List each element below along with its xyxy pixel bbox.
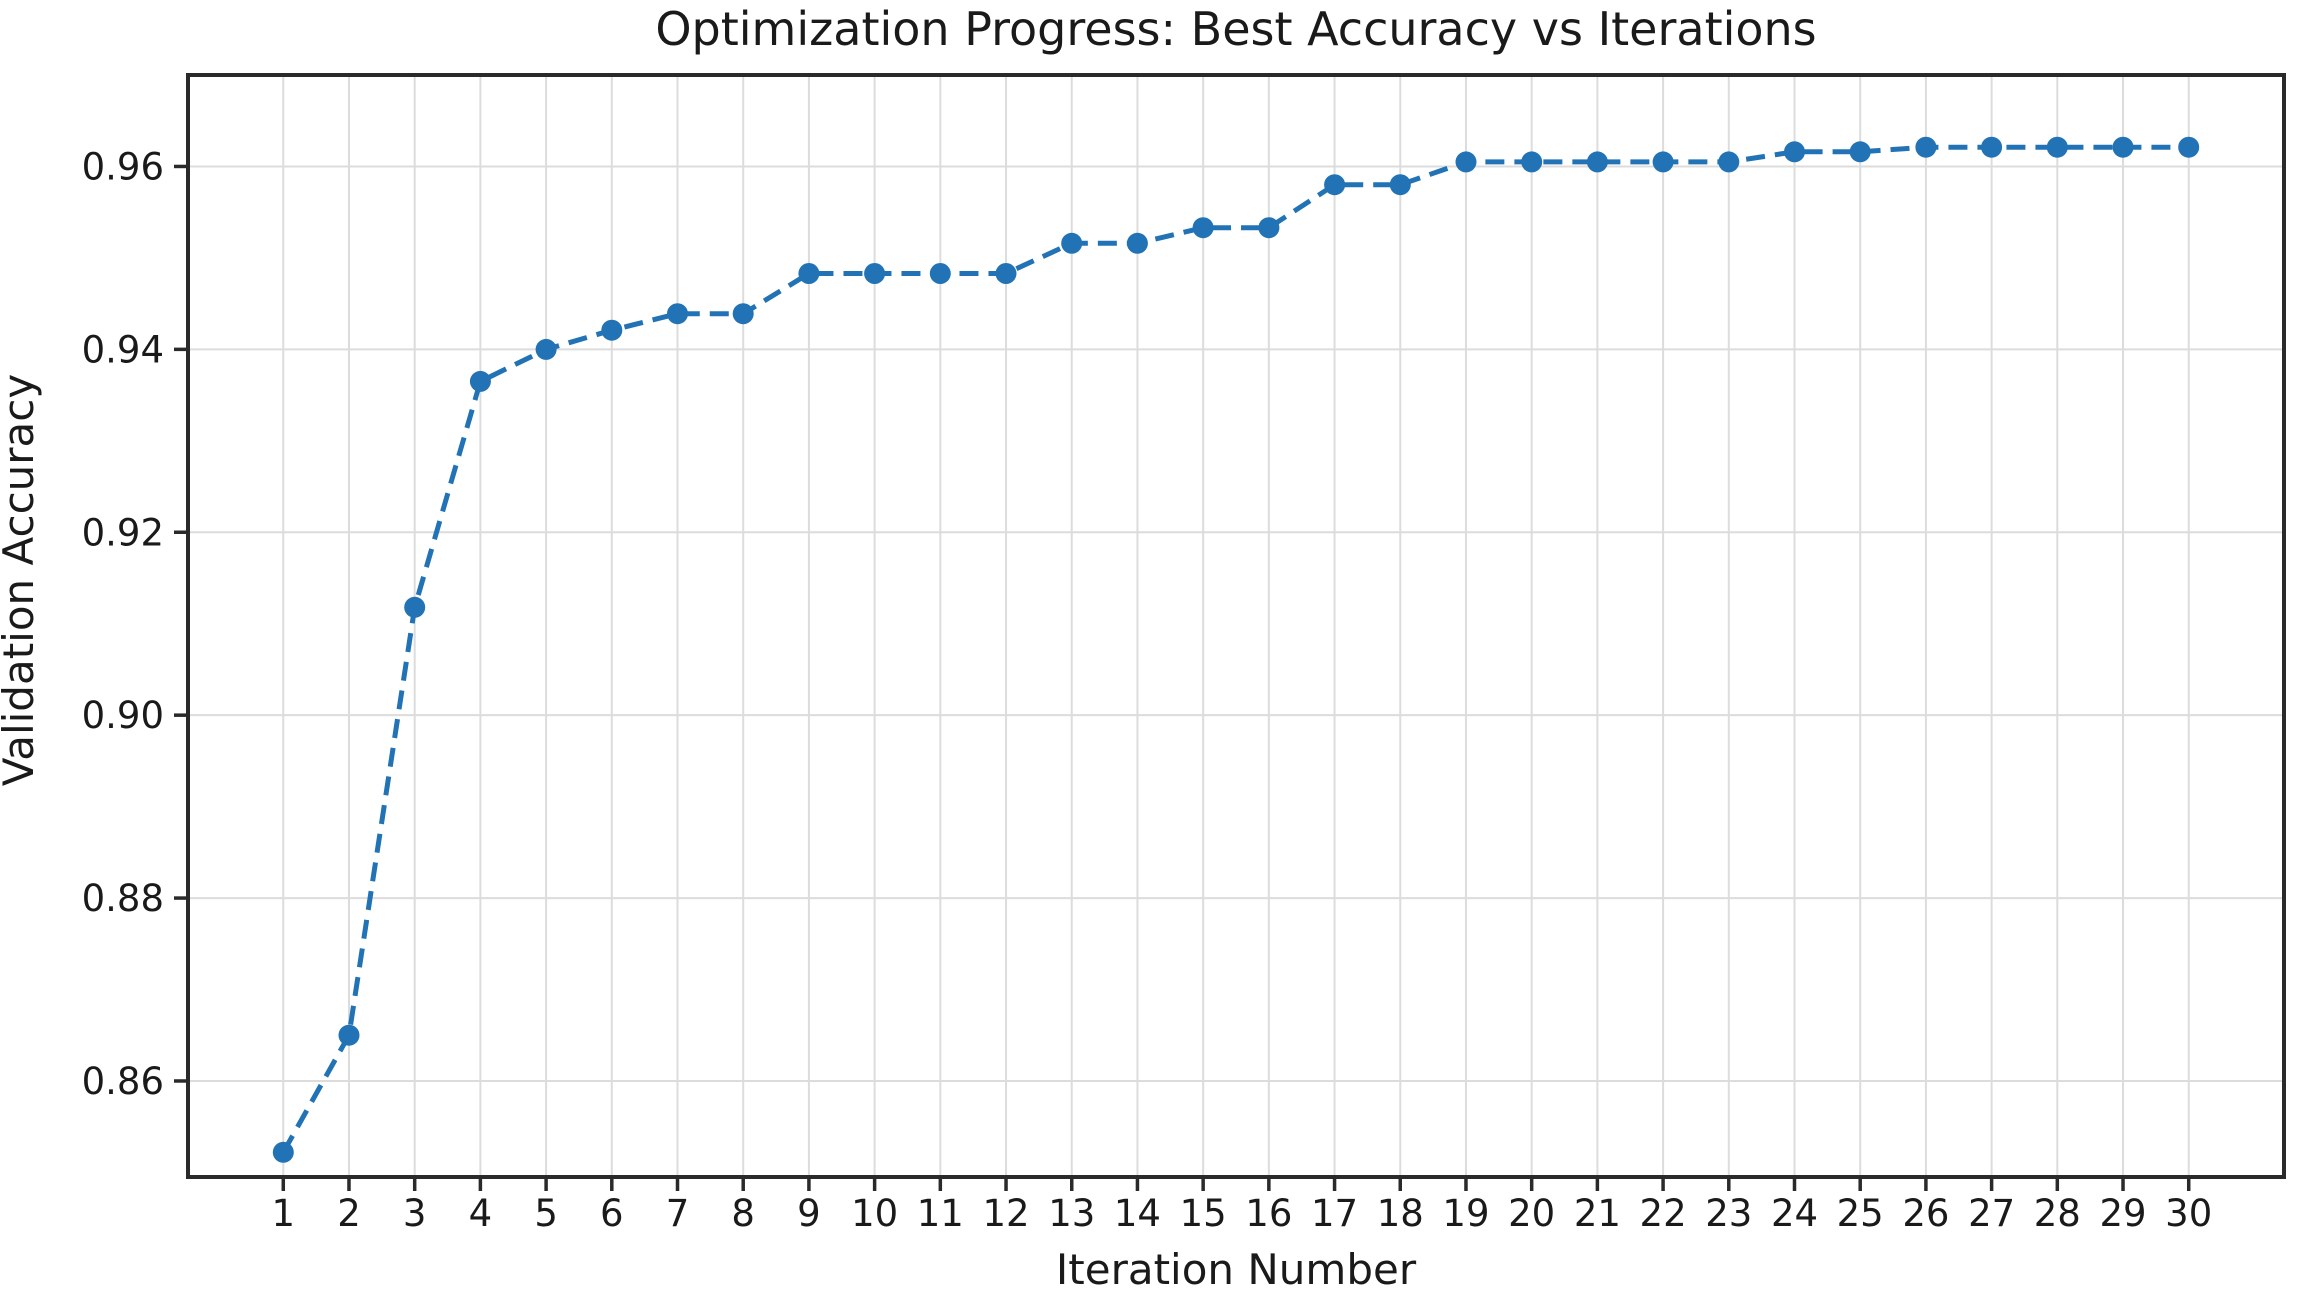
x-tick-label: 19: [1442, 1192, 1489, 1235]
data-point: [1849, 141, 1871, 163]
series-line: [281, 144, 2189, 1154]
data-point: [1389, 174, 1411, 196]
data-point: [667, 303, 688, 325]
data-point: [1324, 174, 1346, 196]
data-point: [2178, 136, 2200, 158]
x-tick-label: 27: [1968, 1192, 2015, 1235]
data-point: [798, 263, 820, 284]
x-tick-label: 29: [2099, 1192, 2146, 1235]
x-tick-label: 25: [1837, 1192, 1884, 1235]
x-tick-label: 16: [1245, 1192, 1292, 1235]
data-point: [338, 1024, 360, 1046]
data-point: [929, 263, 951, 284]
x-tick-label: 12: [982, 1192, 1029, 1235]
x-tick-label: 11: [917, 1192, 964, 1235]
y-tick-label: 0.92: [82, 511, 164, 554]
x-tick-label: 9: [797, 1192, 821, 1235]
x-tick-label: 2: [337, 1192, 361, 1235]
plot-border: [186, 73, 2286, 1179]
data-point: [864, 263, 886, 284]
x-tick-label: 5: [534, 1192, 558, 1235]
data-point: [1981, 136, 2003, 158]
x-tick-label: 28: [2034, 1192, 2081, 1235]
x-tick-label: 1: [271, 1192, 295, 1235]
y-tick-label: 0.86: [82, 1060, 164, 1103]
x-tick-label: 23: [1705, 1192, 1752, 1235]
data-point: [1126, 232, 1148, 254]
data-point: [1652, 151, 1674, 173]
data-point: [1586, 151, 1608, 173]
data-point: [2046, 136, 2068, 158]
y-tick-label: 0.94: [82, 328, 164, 371]
x-tick-label: 20: [1508, 1192, 1555, 1235]
x-tick-label: 7: [666, 1192, 690, 1235]
y-axis-label: Validation Accuracy: [0, 374, 43, 787]
tick-layer: 1 2 3 4 5 6 7 8 9 10 11 12 13 14 15 16 17 18 19 20 21 22 23 24 2…: [82, 145, 2213, 1235]
x-tick-label: 22: [1640, 1192, 1687, 1235]
y-tick-label: 0.90: [82, 694, 164, 737]
x-tick-label: 15: [1180, 1192, 1227, 1235]
x-tick-label: 24: [1771, 1192, 1818, 1235]
x-axis-label: Iteration Number: [1056, 1245, 1417, 1294]
data-point: [1521, 151, 1543, 173]
x-tick-label: 3: [403, 1192, 427, 1235]
x-tick-label: 21: [1574, 1192, 1621, 1235]
data-point: [1455, 151, 1477, 173]
y-tick-label: 0.96: [82, 145, 164, 188]
data-point: [732, 303, 754, 325]
x-tick-label: 18: [1377, 1192, 1424, 1235]
data-point: [272, 1141, 294, 1163]
x-tick-label: 30: [2165, 1192, 2212, 1235]
axes-frame: [186, 73, 2286, 1179]
x-tick-label: 13: [1048, 1192, 1095, 1235]
x-tick-label: 26: [1902, 1192, 1949, 1235]
data-point: [1915, 136, 1937, 158]
data-point: [469, 370, 491, 392]
x-tick-label: 10: [851, 1192, 898, 1235]
grid-layer: [188, 75, 2284, 1177]
x-tick-label: 6: [600, 1192, 624, 1235]
data-point: [1784, 141, 1805, 163]
data-point: [1192, 217, 1214, 239]
series-layer: [272, 136, 2200, 1163]
data-point: [535, 338, 557, 360]
data-point: [1258, 217, 1280, 239]
y-tick-label: 0.88: [82, 877, 164, 920]
data-point: [1061, 232, 1083, 254]
x-tick-label: 8: [731, 1192, 755, 1235]
x-tick-label: 4: [469, 1192, 493, 1235]
data-point: [995, 263, 1017, 284]
data-point: [2112, 136, 2134, 158]
data-point: [1718, 151, 1740, 173]
x-tick-label: 14: [1114, 1192, 1161, 1235]
x-tick-label: 17: [1311, 1192, 1358, 1235]
data-point: [404, 596, 426, 618]
chart-title: Optimization Progress: Best Accuracy vs …: [655, 2, 1816, 56]
data-point: [601, 319, 623, 341]
